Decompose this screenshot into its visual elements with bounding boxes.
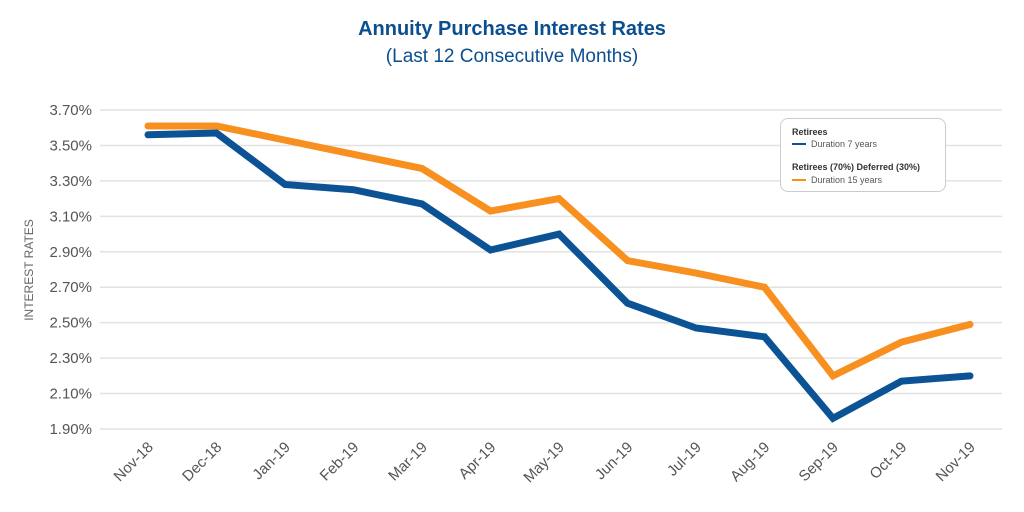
legend: Retirees Duration 7 years Retirees (70%)…: [780, 118, 946, 192]
x-tick-label: Sep-19: [796, 439, 842, 485]
chart-title: Annuity Purchase Interest Rates: [358, 18, 666, 40]
legend-item-1: Duration 7 years: [792, 139, 877, 149]
x-tick-label: Oct-19: [866, 439, 910, 483]
x-tick-label: Jul-19: [664, 439, 705, 480]
x-tick-label: Jan-19: [249, 439, 293, 483]
x-tick-label: Feb-19: [317, 439, 363, 485]
x-tick-label: Nov-19: [933, 439, 979, 485]
x-tick-label: Aug-19: [727, 439, 773, 485]
x-tick-label: Jun-19: [592, 439, 636, 483]
y-tick-label: 2.90%: [49, 244, 92, 261]
y-tick-label: 2.70%: [49, 279, 92, 296]
y-axis-label: INTEREST RATES: [22, 219, 36, 321]
y-tick-label: 3.70%: [49, 102, 92, 119]
legend-swatch-blue: [792, 143, 806, 145]
y-tick-label: 2.30%: [49, 350, 92, 367]
legend-label-1: Duration 7 years: [811, 139, 878, 149]
x-tick-label: Dec-18: [179, 439, 225, 485]
legend-group-1: Retirees: [792, 127, 828, 137]
y-tick-label: 3.30%: [49, 173, 92, 190]
y-tick-label: 1.90%: [49, 421, 92, 438]
legend-swatch-orange: [792, 179, 806, 181]
x-tick-label: May-19: [520, 439, 567, 486]
y-tick-label: 2.50%: [49, 315, 92, 332]
y-tick-label: 3.50%: [49, 137, 92, 154]
y-tick-label: 3.10%: [49, 208, 92, 225]
legend-group-2: Retirees (70%) Deferred (30%): [792, 162, 921, 172]
legend-item-2: Duration 15 years: [792, 175, 882, 185]
y-tick-label: 2.10%: [49, 386, 92, 403]
legend-label-2: Duration 15 years: [811, 175, 883, 185]
x-tick-label: Nov-18: [111, 439, 157, 485]
x-tick-label: Apr-19: [455, 439, 499, 483]
chart-subtitle: (Last 12 Consecutive Months): [385, 46, 639, 67]
x-tick-label: Mar-19: [385, 439, 431, 485]
